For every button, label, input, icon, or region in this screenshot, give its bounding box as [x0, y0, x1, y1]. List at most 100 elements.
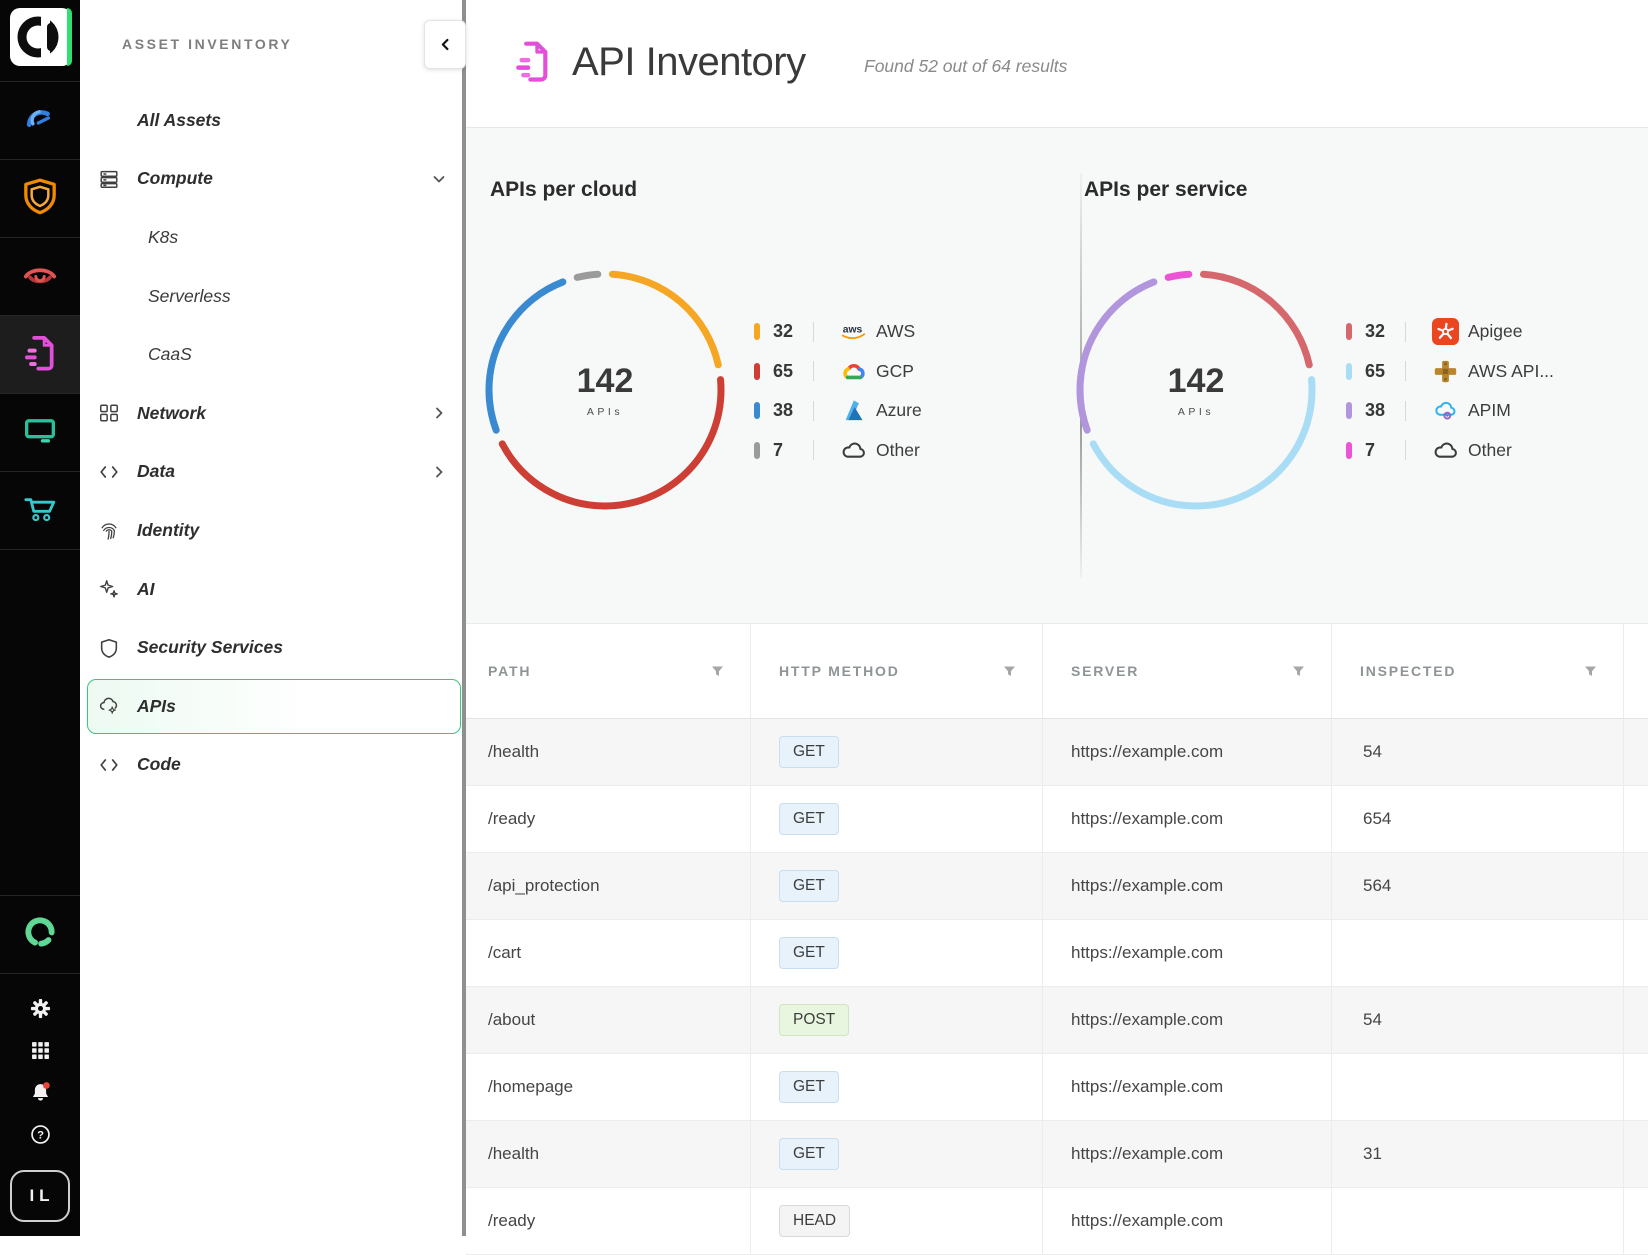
sidebar-item-apis[interactable]: APIs	[80, 677, 463, 736]
cell-inspected	[1331, 1054, 1623, 1120]
legend-label: Azure	[876, 400, 922, 421]
cell-http-method: GET	[750, 1121, 1042, 1187]
shield-outline-icon	[98, 637, 120, 659]
column-header-path[interactable]: PATH	[466, 624, 750, 718]
aws-icon: aws	[840, 318, 867, 345]
legend-value: 7	[1365, 439, 1376, 460]
security-shield-icon	[20, 176, 60, 221]
table-row[interactable]: /health GET https://example.com 31	[466, 1121, 1648, 1188]
asset-inventory-sidebar: ASSET INVENTORY All Assets Compute K8s Serv…	[80, 0, 463, 1236]
column-label: INSPECTED	[1360, 663, 1457, 679]
rail-item-security-shield-icon[interactable]	[0, 159, 80, 237]
rail-item-settings-gear-icon[interactable]	[0, 990, 80, 1032]
filter-funnel-icon[interactable]	[1003, 665, 1016, 678]
cell-extra	[1623, 1188, 1648, 1254]
sidebar-item-label: Serverless	[148, 285, 231, 306]
legend-value: 38	[1365, 400, 1386, 421]
shopping-cart-icon	[20, 488, 60, 533]
filter-funnel-icon[interactable]	[1584, 665, 1597, 678]
cloud-icon	[840, 437, 867, 464]
cell-extra	[1623, 920, 1648, 986]
sidebar-item-network[interactable]: Network	[80, 384, 463, 443]
filter-funnel-icon[interactable]	[711, 665, 724, 678]
left-icon-rail: ? IL	[0, 0, 80, 1236]
rail-utilities: ?	[0, 974, 80, 1158]
cell-http-method: GET	[750, 786, 1042, 852]
donut-segment-azure	[485, 270, 725, 510]
legend-label: AWS	[876, 321, 916, 342]
api-table: PATH HTTP METHOD SERVER INSPECTED /health GE…	[466, 623, 1648, 1255]
cell-server: https://example.com	[1042, 1121, 1331, 1187]
table-row[interactable]: /ready GET https://example.com 654	[466, 786, 1648, 853]
rail-item-discovery-eye-icon[interactable]	[0, 237, 80, 315]
sidebar-item-all-assets[interactable]: All Assets	[80, 91, 463, 150]
column-header-server[interactable]: SERVER	[1042, 624, 1331, 718]
rail-item-shopping-cart-icon[interactable]	[0, 471, 80, 550]
donut-segment-gcp	[485, 270, 725, 510]
table-row[interactable]: /health GET https://example.com 54	[466, 719, 1648, 786]
rail-item-api-doc-icon[interactable]	[0, 315, 80, 393]
compute-servers-icon	[98, 168, 120, 190]
cell-path: /cart	[488, 943, 522, 962]
cell-path: /ready	[488, 809, 536, 828]
rail-item-dashboard-gauge-icon[interactable]	[0, 81, 80, 159]
orca-ring-button[interactable]	[0, 895, 80, 974]
chart-title-apis-per-service: APIs per service	[1084, 178, 1248, 201]
sidebar-item-data[interactable]: Data	[80, 443, 463, 502]
discovery-eye-icon	[20, 254, 60, 299]
table-row[interactable]: /cart GET https://example.com	[466, 920, 1648, 987]
table-row[interactable]: /about POST https://example.com 54	[466, 987, 1648, 1054]
sidebar-item-security-services[interactable]: Security Services	[80, 618, 463, 677]
cell-path: /ready	[488, 1211, 536, 1230]
legend-item-apigee: 32 Apigee	[1346, 312, 1554, 352]
table-row[interactable]: /homepage GET https://example.com	[466, 1054, 1648, 1121]
sidebar-item-label: AI	[137, 578, 155, 599]
sidebar-item-label: Data	[137, 461, 175, 482]
page-title: API Inventory	[572, 40, 806, 84]
legend-value: 65	[1365, 360, 1386, 381]
sidebar-item-caas[interactable]: CaaS	[80, 325, 463, 384]
sidebar-item-identity[interactable]: Identity	[80, 501, 463, 560]
cell-server: https://example.com	[1042, 1188, 1331, 1254]
cell-path: /health	[488, 1144, 540, 1163]
sidebar-item-code[interactable]: Code	[80, 736, 463, 795]
cell-path: /api_protection	[488, 876, 600, 895]
chevron-right-icon	[431, 405, 447, 421]
rail-item-help-icon[interactable]: ?	[0, 1116, 80, 1158]
cell-server: https://example.com	[1042, 719, 1331, 785]
table-row[interactable]: /ready HEAD https://example.com	[466, 1188, 1648, 1255]
app-logo[interactable]	[10, 8, 72, 66]
cell-server: https://example.com	[1042, 987, 1331, 1053]
legend-separator	[1405, 400, 1406, 421]
gcp-icon	[840, 358, 867, 385]
legend-apis-per-cloud: 32 aws AWS 65 GCP 38 Azure 7 Other	[754, 312, 922, 470]
table-row[interactable]: /api_protection GET https://example.com 564	[466, 853, 1648, 920]
api-cloud-gear-icon	[98, 695, 120, 717]
filter-funnel-icon[interactable]	[1292, 665, 1305, 678]
donut-apis-per-cloud: 142 APIs	[479, 264, 731, 516]
sidebar-collapse-button[interactable]	[424, 20, 466, 69]
rail-item-notifications-bell-icon[interactable]	[0, 1074, 80, 1116]
legend-separator	[813, 440, 814, 461]
cell-extra	[1623, 1121, 1648, 1187]
rail-item-web-monitor-icon[interactable]	[0, 393, 80, 471]
sidebar-item-compute[interactable]: Compute	[80, 150, 463, 209]
user-initials-button[interactable]: IL	[10, 1170, 70, 1222]
sidebar-scrollbar[interactable]	[462, 0, 466, 1236]
sidebar-item-serverless[interactable]: Serverless	[80, 267, 463, 326]
sidebar-item-label: K8s	[148, 226, 179, 247]
column-header-inspected[interactable]: INSPECTED	[1331, 624, 1623, 718]
cell-inspected: 654	[1331, 786, 1623, 852]
orca-logo-icon	[17, 16, 59, 58]
legend-item-apim: 38 APIM	[1346, 391, 1554, 431]
page-header: API Inventory Found 52 out of 64 results	[466, 0, 1648, 128]
rail-item-apps-grid-icon[interactable]	[0, 1032, 80, 1074]
cell-http-method: GET	[750, 920, 1042, 986]
column-header-http-method[interactable]: HTTP METHOD	[750, 624, 1042, 718]
legend-item-other: 7 Other	[754, 431, 922, 471]
sidebar-item-ai[interactable]: AI	[80, 560, 463, 619]
network-nodes-icon	[98, 402, 120, 424]
cell-extra	[1623, 853, 1648, 919]
sidebar-item-k8s[interactable]: K8s	[80, 208, 463, 267]
cloud-icon	[1432, 437, 1459, 464]
